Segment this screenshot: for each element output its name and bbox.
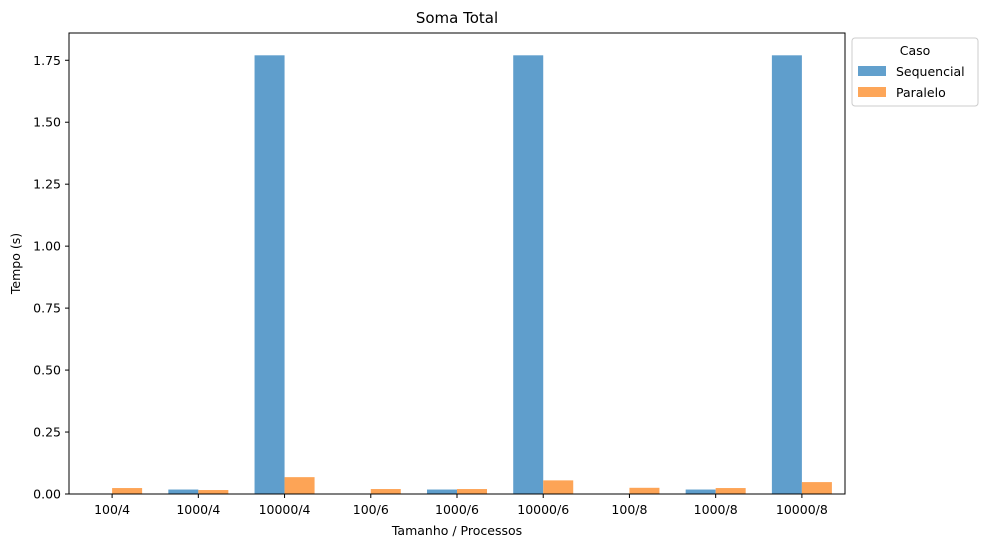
y-tick-label: 0.75 [33,301,61,316]
x-tick-label: 100/8 [611,502,647,517]
y-tick-label: 0.00 [33,487,61,502]
legend-title: Caso [900,43,931,58]
bar-paralelo-1000-4 [198,490,229,494]
y-tick-label: 0.25 [33,425,61,440]
plot-frame [68,32,846,495]
y-tick-label: 1.50 [33,115,61,130]
legend-label-paralelo: Paralelo [896,85,946,100]
chart-title: Soma Total [416,9,498,27]
x-tick-label: 10000/8 [776,502,828,517]
bar-sequencial-10000-6 [513,55,544,495]
x-tick-label: 1000/4 [176,502,220,517]
bar-paralelo-10000-8 [801,482,832,494]
bar-sequencial-1000-4 [168,489,199,494]
bar-sequencial-1000-8 [685,489,716,494]
x-tick-label: 100/6 [353,502,389,517]
x-axis-ticks: 100/4 1000/4 10000/4 100/6 1000/6 10000/6 100/… [94,494,828,517]
y-tick-label: 1.25 [33,177,61,192]
x-tick-label: 1000/6 [435,502,479,517]
legend: Caso Sequencial Paralelo [851,37,979,107]
bar-paralelo-10000-4 [284,477,315,494]
bar-sequencial-10000-8 [771,55,802,495]
bar-paralelo-100-6 [370,489,401,494]
bar-sequencial-10000-4 [254,55,285,495]
y-tick-label: 0.50 [33,363,61,378]
legend-swatch-sequencial [858,66,886,76]
x-tick-label: 10000/4 [259,502,311,517]
x-tick-label: 10000/6 [517,502,569,517]
x-axis-label: Tamanho / Processos [391,523,522,538]
bar-paralelo-1000-6 [457,489,488,494]
bar-paralelo-10000-6 [543,480,574,494]
bars-group [82,55,832,495]
y-axis-ticks: 0.00 0.25 0.50 0.75 1.00 1.25 1.50 1.75 [33,53,69,502]
bar-paralelo-100-8 [629,487,660,494]
y-axis-label: Tempo (s) [8,233,23,295]
bar-sequencial-1000-6 [426,489,457,494]
x-tick-label: 1000/8 [694,502,738,517]
legend-label-sequencial: Sequencial [896,64,965,79]
bar-paralelo-100-4 [112,488,143,494]
bar-paralelo-1000-8 [715,488,746,494]
y-tick-label: 1.00 [33,239,61,254]
x-tick-label: 100/4 [94,502,130,517]
y-tick-label: 1.75 [33,53,61,68]
legend-swatch-paralelo [858,87,886,97]
